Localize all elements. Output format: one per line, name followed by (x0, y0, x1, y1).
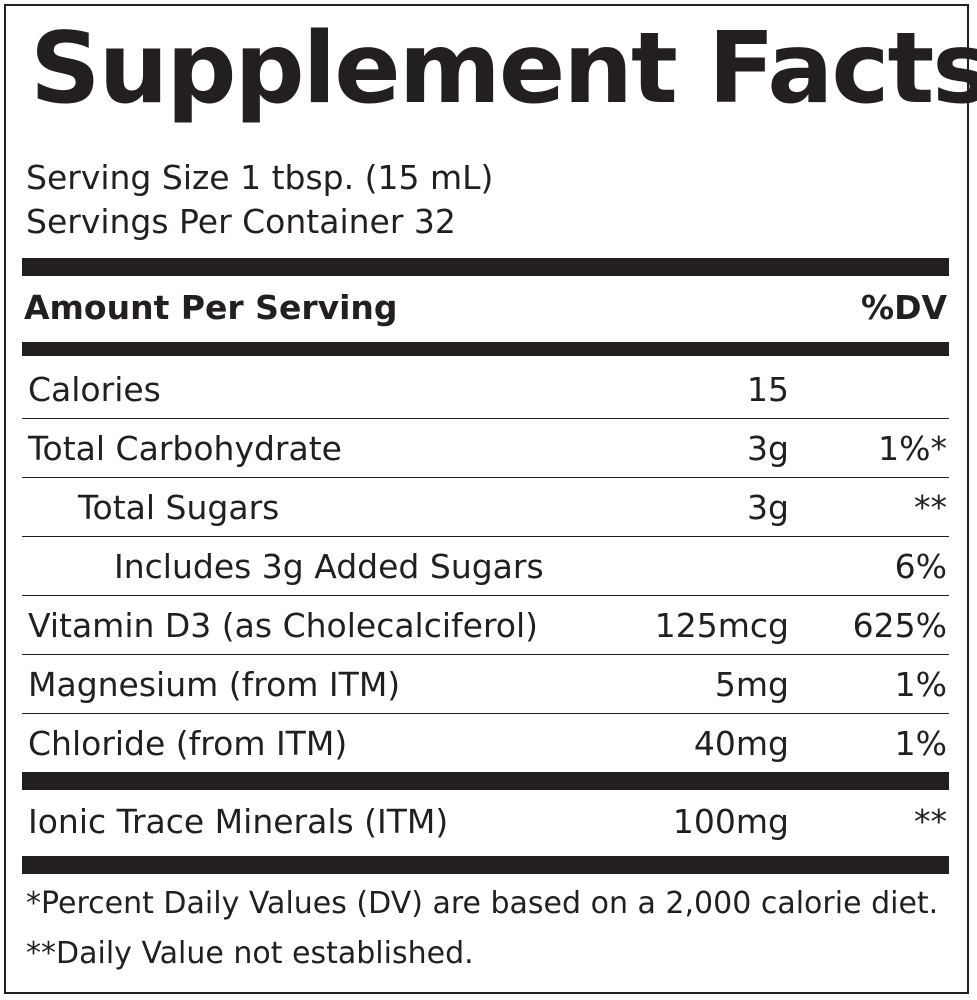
nutrient-row: Total Carbohydrate 3g 1%* (22, 419, 949, 478)
nutrient-row: Total Sugars 3g ** (22, 478, 949, 537)
divider-thick (22, 856, 949, 874)
footnote-not-established: **Daily Value not established. (26, 936, 474, 971)
supplement-facts-panel: Supplement Facts Serving Size 1 tbsp. (1… (4, 4, 977, 994)
nutrient-amount: 40mg (693, 724, 789, 763)
serving-size: Serving Size 1 tbsp. (15 mL) (26, 158, 494, 197)
nutrient-row: Vitamin D3 (as Cholecalciferol) 125mcg 625… (22, 596, 949, 655)
nutrient-name: Total Carbohydrate (28, 429, 342, 468)
divider-medium (22, 342, 949, 356)
amount-header: Amount Per Serving (24, 288, 398, 327)
nutrient-row: Includes 3g Added Sugars 6% (22, 537, 949, 596)
nutrient-amount: 100mg (672, 802, 789, 841)
title: Supplement Facts (30, 12, 977, 126)
nutrient-row: Calories 15 (22, 360, 949, 419)
nutrient-dv: 6% (894, 547, 947, 586)
nutrient-name: Ionic Trace Minerals (ITM) (28, 802, 449, 841)
nutrient-name: Total Sugars (78, 488, 280, 527)
servings-per-container: Servings Per Container 32 (26, 202, 456, 241)
nutrient-row: Chloride (from ITM) 40mg 1% (22, 714, 949, 773)
nutrient-dv: 1% (894, 665, 947, 704)
nutrient-dv: 1% (894, 724, 947, 763)
nutrient-name: Vitamin D3 (as Cholecalciferol) (28, 606, 539, 645)
blend-row: Ionic Trace Minerals (ITM) 100mg ** (22, 792, 949, 854)
footnote-dv: *Percent Daily Values (DV) are based on … (26, 886, 939, 921)
nutrient-amount: 15 (747, 370, 789, 409)
nutrient-name: Chloride (from ITM) (28, 724, 348, 763)
nutrient-row: Magnesium (from ITM) 5mg 1% (22, 655, 949, 714)
nutrient-dv: 1%* (878, 429, 947, 468)
dv-header: %DV (861, 288, 947, 327)
nutrient-name: Magnesium (from ITM) (28, 665, 401, 704)
nutrient-amount: 125mcg (654, 606, 789, 645)
nutrient-name: Includes 3g Added Sugars (114, 547, 544, 586)
nutrient-dv: ** (914, 802, 947, 841)
divider-thick (22, 772, 949, 790)
nutrient-amount: 3g (747, 488, 789, 527)
divider-thick (22, 258, 949, 276)
nutrient-dv: ** (914, 488, 947, 527)
nutrient-amount: 3g (747, 429, 789, 468)
nutrient-amount: 5mg (714, 665, 789, 704)
header-row: Amount Per Serving %DV (22, 278, 949, 340)
nutrient-dv: 625% (852, 606, 947, 645)
nutrient-name: Calories (28, 370, 161, 409)
